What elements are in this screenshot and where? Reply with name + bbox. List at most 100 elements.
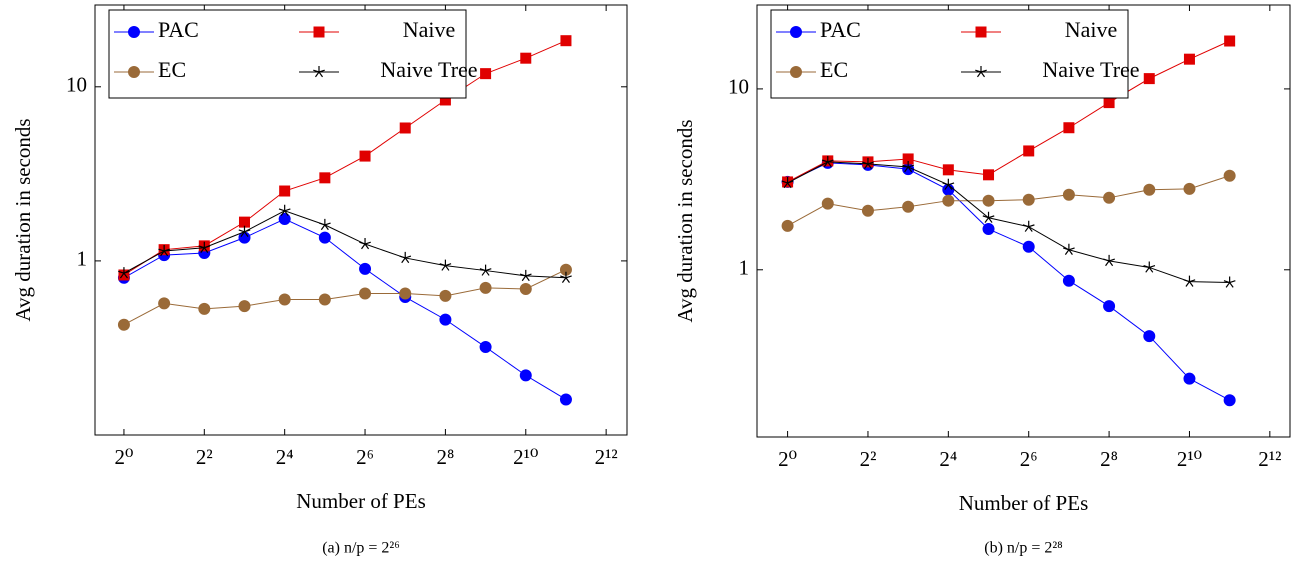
legend-label: EC xyxy=(158,57,186,82)
marker xyxy=(560,271,572,283)
x-tick-label: 2⁰ xyxy=(114,445,133,469)
series-line xyxy=(123,218,567,400)
x-tick-label: 2⁸ xyxy=(436,445,454,469)
marker xyxy=(1143,183,1156,196)
marker xyxy=(982,223,995,236)
marker xyxy=(158,297,171,310)
series-line xyxy=(787,40,1230,183)
caption: (a) n/p = 2²⁶ xyxy=(322,540,400,557)
x-tick-label: 2¹² xyxy=(1258,447,1281,471)
marker xyxy=(781,176,794,189)
marker xyxy=(318,218,331,231)
series-line xyxy=(787,175,1230,227)
marker xyxy=(1022,240,1035,253)
marker xyxy=(902,153,914,165)
legend-label: Naive Tree xyxy=(1042,57,1139,82)
x-tick-label: 2¹⁰ xyxy=(513,445,538,469)
marker xyxy=(117,318,130,331)
marker xyxy=(1062,188,1075,201)
marker xyxy=(1063,243,1075,255)
marker xyxy=(439,94,451,106)
marker xyxy=(1022,220,1035,232)
marker xyxy=(821,155,834,168)
marker xyxy=(479,264,492,276)
legend-marker xyxy=(975,26,987,38)
marker xyxy=(359,287,372,300)
marker xyxy=(519,269,532,282)
marker xyxy=(1022,193,1035,206)
plot-frame xyxy=(756,4,1291,438)
legend-label: EC xyxy=(820,57,848,82)
marker xyxy=(942,183,955,196)
marker xyxy=(1223,276,1236,288)
y-axis-label: Avg duration in seconds xyxy=(11,118,35,321)
marker xyxy=(278,293,291,306)
marker xyxy=(480,68,492,80)
legend-marker xyxy=(128,26,140,38)
marker xyxy=(1103,254,1115,267)
legend-marker xyxy=(313,66,325,78)
x-tick-label: 2¹² xyxy=(595,445,618,469)
marker xyxy=(318,293,331,306)
marker xyxy=(1143,73,1155,85)
legend-marker xyxy=(790,66,802,78)
y-tick-label: 10 xyxy=(728,75,749,99)
legend-label: PAC xyxy=(158,17,199,42)
marker xyxy=(359,238,371,250)
caption: (b) n/p = 2²⁸ xyxy=(984,540,1063,557)
marker xyxy=(982,211,995,223)
marker xyxy=(238,216,250,228)
series-line xyxy=(787,162,1230,401)
x-axis-label: Number of PEs xyxy=(959,491,1089,515)
series-line xyxy=(123,40,567,276)
marker xyxy=(198,241,211,253)
marker xyxy=(1183,275,1196,287)
marker xyxy=(1103,191,1116,204)
x-tick-label: 2⁶ xyxy=(1020,447,1038,471)
marker xyxy=(278,204,291,216)
marker xyxy=(319,172,331,184)
legend-marker xyxy=(313,26,325,38)
y-tick-label: 1 xyxy=(77,247,88,271)
marker xyxy=(399,287,412,300)
legend-label: PAC xyxy=(820,17,861,42)
legend-label: Naive xyxy=(1065,17,1118,42)
marker xyxy=(238,300,251,313)
marker xyxy=(861,204,874,217)
y-tick-label: 1 xyxy=(739,256,750,280)
x-tick-label: 2⁰ xyxy=(778,447,797,471)
series-line xyxy=(787,161,1230,284)
x-tick-label: 2² xyxy=(196,445,213,469)
x-tick-label: 2⁴ xyxy=(276,445,294,469)
marker xyxy=(781,219,794,232)
marker xyxy=(1223,394,1236,407)
marker xyxy=(1224,35,1236,47)
marker xyxy=(862,157,874,170)
marker xyxy=(520,52,532,64)
marker xyxy=(821,197,834,210)
marker xyxy=(982,194,995,207)
marker xyxy=(359,262,372,275)
x-tick-label: 2⁶ xyxy=(356,445,374,469)
marker xyxy=(399,251,412,264)
marker xyxy=(559,393,572,406)
marker xyxy=(1143,261,1156,273)
marker xyxy=(439,313,452,326)
legend-marker xyxy=(790,26,802,38)
series-line xyxy=(123,210,566,279)
marker xyxy=(902,161,915,173)
marker xyxy=(1223,169,1236,182)
marker xyxy=(560,35,572,47)
marker xyxy=(279,185,291,197)
x-tick-label: 2⁴ xyxy=(939,447,957,471)
marker xyxy=(439,289,452,302)
marker xyxy=(1023,145,1035,157)
marker xyxy=(983,169,995,181)
marker xyxy=(1103,300,1116,313)
legend-marker xyxy=(128,66,140,78)
marker xyxy=(1103,97,1115,109)
x-tick-label: 2⁸ xyxy=(1100,447,1118,471)
legend-marker xyxy=(975,66,987,78)
x-tick-label: 2² xyxy=(860,447,877,471)
